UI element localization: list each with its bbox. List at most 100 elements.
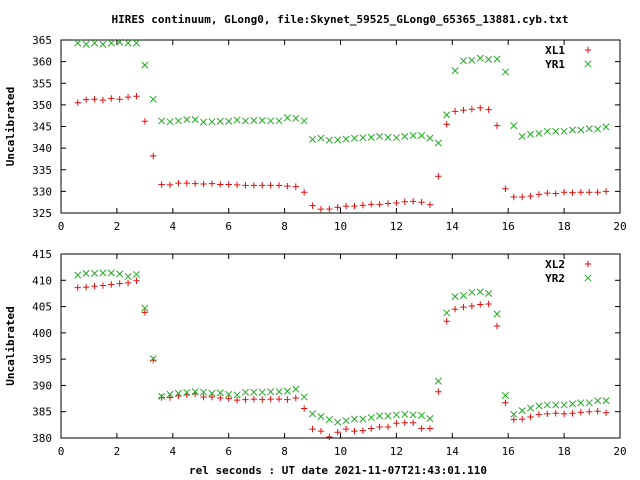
- data-point-yr2: [451, 293, 459, 301]
- data-point-xl2: [158, 394, 165, 401]
- data-point-yr2: [384, 412, 392, 420]
- data-point-yr1: [510, 122, 518, 130]
- top-plot-panel: 0 2 4 6 8 10 12 14 16 18 20 325 330 335 340 345 350 355 36…: [4, 34, 627, 233]
- data-point-yr1: [585, 125, 593, 133]
- data-point-yr1: [501, 68, 509, 76]
- data-point-xl1: [569, 189, 576, 196]
- data-point-yr2: [300, 393, 308, 401]
- data-point-yr2: [174, 389, 182, 397]
- data-point-yr1: [535, 129, 543, 137]
- x-tick-label: 4: [169, 220, 176, 233]
- data-point-xl2: [124, 279, 132, 287]
- data-point-xl1: [292, 183, 299, 190]
- data-point-yr2: [376, 412, 384, 420]
- data-point-yr1: [451, 67, 459, 75]
- data-point-yr2: [434, 377, 442, 385]
- y-tick-label: 365: [32, 34, 52, 47]
- data-point-yr1: [392, 134, 400, 142]
- y-tick-label: 415: [32, 248, 52, 261]
- data-point-xl2: [409, 419, 417, 426]
- data-point-yr1: [283, 114, 291, 122]
- data-point-yr2: [443, 309, 451, 317]
- data-point-yr1: [594, 125, 602, 133]
- x-tick-label: 12: [390, 445, 403, 458]
- data-point-xl1: [477, 104, 484, 112]
- y-tick-label: 340: [32, 142, 52, 155]
- x-tick-label: 16: [502, 220, 515, 233]
- data-point-xl1: [384, 200, 392, 207]
- y-tick-label: 330: [32, 185, 52, 198]
- y-tick-label: 360: [32, 56, 52, 69]
- data-point-xl1: [175, 179, 182, 187]
- x-tick-label: 18: [557, 220, 570, 233]
- data-point-xl1: [535, 191, 543, 198]
- data-point-yr1: [107, 39, 115, 47]
- data-point-yr2: [225, 390, 233, 398]
- data-point-xl2: [426, 425, 434, 432]
- legend-label: XL1: [545, 44, 565, 57]
- data-point-xl2: [334, 429, 341, 436]
- data-point-xl1: [577, 189, 585, 196]
- data-point-xl2: [443, 318, 450, 325]
- x-tick-label: 10: [334, 445, 347, 458]
- data-point-xl2: [510, 416, 517, 423]
- x-axis-label: rel seconds : UT date 2021-11-07T21:43:0…: [189, 464, 487, 477]
- data-point-yr2: [426, 414, 434, 423]
- data-point-yr2: [476, 288, 484, 296]
- data-point-xl2: [586, 408, 593, 415]
- data-point-xl2: [292, 394, 299, 402]
- y-axis-label: Uncalibrated: [4, 87, 17, 166]
- data-point-yr2: [132, 270, 141, 279]
- data-point-yr2: [166, 390, 174, 398]
- y-tick-label: 390: [32, 379, 52, 392]
- data-point-yr1: [233, 116, 241, 124]
- data-point-yr1: [116, 38, 124, 46]
- legend-label: YR1: [545, 58, 565, 71]
- data-point-yr2: [74, 271, 82, 279]
- data-point-yr2: [401, 410, 409, 418]
- data-point-xl2: [267, 395, 274, 403]
- data-point-xl2: [477, 301, 484, 308]
- data-point-yr1: [350, 134, 359, 142]
- data-point-yr1: [308, 135, 317, 144]
- data-point-xl2: [133, 277, 140, 285]
- data-point-xl2: [493, 322, 501, 330]
- data-point-xl2: [342, 425, 350, 433]
- data-point-xl1: [418, 198, 425, 206]
- data-point-xl1: [518, 193, 526, 201]
- x-tick-label: 4: [169, 445, 176, 458]
- data-point-yr1: [158, 117, 166, 125]
- x-tick-label: 2: [114, 220, 121, 233]
- data-point-yr2: [99, 269, 107, 277]
- data-point-yr1: [527, 130, 535, 138]
- data-point-yr1: [183, 116, 191, 124]
- data-point-xl1: [401, 198, 408, 205]
- data-point-xl1: [351, 202, 358, 210]
- x-tick-label: 20: [613, 445, 626, 458]
- data-point-xl1: [82, 96, 90, 103]
- data-point-xl1: [594, 189, 601, 196]
- data-point-xl1: [200, 180, 207, 188]
- data-point-yr2: [594, 397, 602, 405]
- data-point-yr2: [359, 415, 367, 423]
- data-point-xl1: [242, 182, 249, 189]
- data-point-yr2: [283, 387, 291, 395]
- y-tick-label: 335: [32, 164, 52, 177]
- x-tick-label: 8: [281, 445, 288, 458]
- data-point-yr1: [468, 56, 476, 64]
- x-tick-label: 6: [225, 445, 232, 458]
- data-point-yr2: [527, 404, 535, 412]
- legend-label: YR2: [545, 272, 565, 285]
- data-point-yr1: [342, 135, 350, 143]
- data-point-xl2: [552, 410, 559, 417]
- data-point-xl1: [451, 108, 459, 115]
- data-point-xl1: [443, 121, 450, 128]
- data-point-xl1: [191, 180, 199, 187]
- data-point-yr1: [317, 134, 325, 142]
- data-point-xl1: [510, 193, 517, 201]
- legend-marker: [584, 46, 592, 54]
- data-point-yr1: [384, 133, 392, 141]
- data-point-yr1: [90, 39, 99, 47]
- data-point-yr1: [241, 117, 250, 125]
- bottom-plot-panel: 0 2 4 6 8 10 12 14 16 18 20 380 385 390 395 400 405 410 41…: [4, 248, 627, 458]
